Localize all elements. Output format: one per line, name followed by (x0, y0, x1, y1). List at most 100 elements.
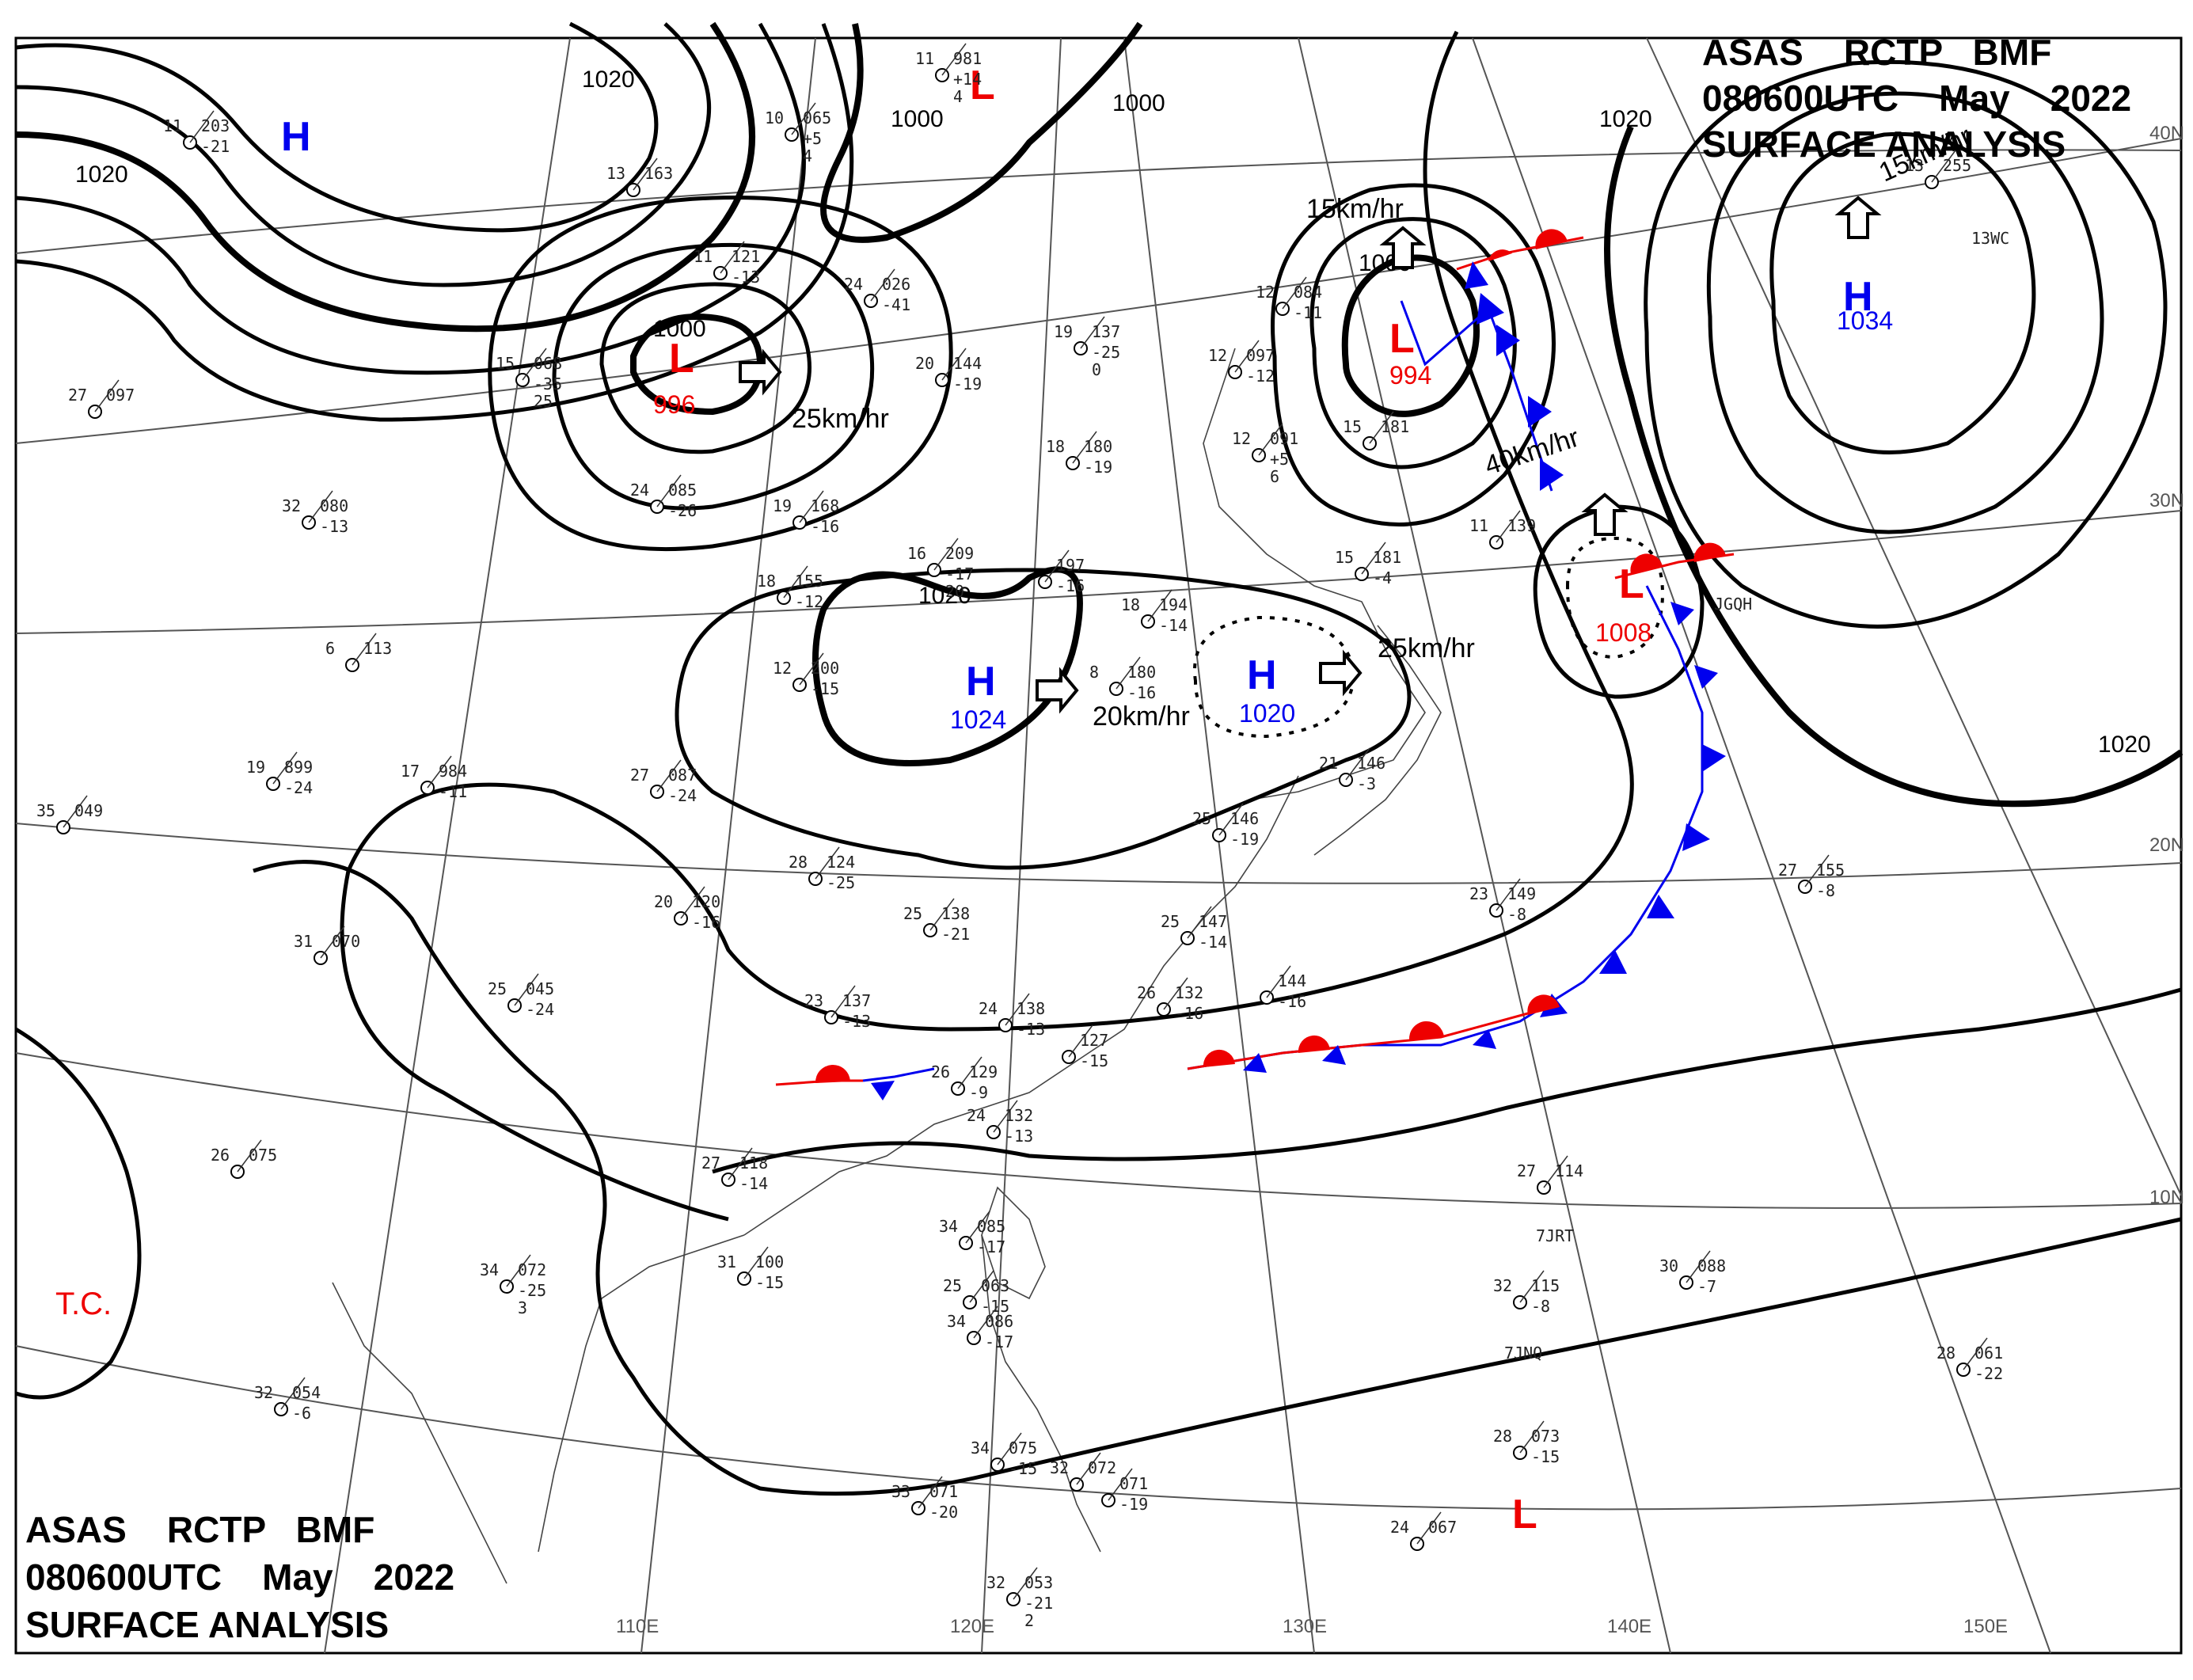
station-pressure: 120 (692, 892, 720, 911)
station-plot: 27 097 (68, 379, 135, 419)
front-tri-10 (1647, 895, 1674, 918)
arrow-pacific-high (1834, 196, 1882, 239)
station-plot: 32 054 -6 (254, 1377, 321, 1423)
lat-line-0 (15, 1345, 2182, 1511)
station-pressure: 068 (534, 354, 562, 373)
wind-barb (1218, 803, 1244, 836)
pressure-high-pacific: 1034 (1837, 306, 1893, 335)
station-temp: 28 (1493, 1427, 1512, 1446)
station-tendency: -9 (969, 1083, 988, 1102)
station-temp: 11 (163, 116, 182, 135)
lat-label-10n: 10N (2149, 1187, 2184, 1208)
station-pressure: 053 (1024, 1573, 1053, 1592)
station-tendency: -19 (1119, 1495, 1148, 1514)
lon-label-130e: 130E (1283, 1616, 1327, 1637)
station-pressure: 026 (882, 275, 910, 294)
isobar-994-inner (1341, 254, 1480, 417)
station-temp: 18 (757, 572, 776, 591)
isobar-1012-south (712, 987, 2182, 1174)
station-plot: 28 124-25 (789, 846, 855, 892)
station-pressure: 147 (1199, 912, 1227, 931)
station-plot: 11 139 (1469, 510, 1536, 549)
lon-line-100e (324, 37, 571, 1654)
wind-barb (308, 490, 333, 523)
station-temp: 11 (1469, 516, 1488, 535)
front-tri-16 (871, 1081, 895, 1100)
station-pressure: 132 (1005, 1106, 1033, 1125)
speed-japan-sea-low: 15km/hr (1306, 194, 1404, 224)
station-extra: 4 (803, 146, 812, 165)
wind-barb (352, 633, 377, 666)
wind-barb (94, 379, 120, 412)
wind-barb (720, 241, 745, 274)
header-top-line1: ASAS RCTP BMF (1702, 32, 2051, 73)
station-plot: 12 084-11 (1256, 276, 1322, 322)
station-tendency: -16 (692, 913, 720, 932)
station-plot: 18 155-12 (757, 565, 823, 611)
wind-barb (506, 1254, 531, 1287)
station-plot: 127-15 (1062, 1024, 1108, 1070)
station-temp: 15 (1343, 417, 1362, 436)
station-pressure: 114 (1555, 1161, 1583, 1180)
station-temp: 34 (939, 1217, 958, 1236)
station-temp: 24 (967, 1106, 986, 1125)
station-pressure: 100 (755, 1252, 784, 1271)
station-pressure: 149 (1507, 884, 1536, 903)
front-tri-15 (1243, 1053, 1267, 1073)
station-tendency: -35 (534, 374, 562, 393)
station-plot: 19 137 -250 (1054, 316, 1120, 379)
wind-barb (522, 348, 547, 381)
front-tri-11 (1599, 950, 1627, 974)
station-temp: 31 (294, 932, 313, 951)
tropical-cyclone-label: T.C. (55, 1287, 112, 1321)
wind-barb (514, 973, 539, 1006)
station-pressure: 127 (1080, 1031, 1108, 1050)
wind-barb (237, 1139, 262, 1173)
station-extra: 6 (1270, 467, 1279, 486)
system-low-japan-sea: L (1389, 316, 1415, 362)
station-temp: 24 (630, 481, 649, 500)
station-pressure: 080 (320, 496, 348, 515)
station-temp: 21 (1319, 754, 1338, 773)
wind-barb (633, 158, 658, 191)
isobar-tc (14, 1027, 142, 1400)
isobar-1028-ring (1706, 91, 2104, 534)
station-plot: 19 899-24 (246, 751, 313, 797)
front-tri-3 (1496, 325, 1520, 356)
wind-barb (870, 268, 895, 302)
lat-line-50n (15, 149, 2182, 254)
pressure-low-japan-sea: 994 (1389, 361, 1431, 390)
lon-line-150e (1472, 37, 2051, 1654)
station-plot: 33 071 -20 (891, 1476, 958, 1522)
station-plot: 144-16 (1260, 965, 1306, 1011)
station-plot: 8 180-16 (1089, 656, 1156, 702)
isobar-label-5: 1000 (653, 316, 706, 342)
coast-indochina (538, 1234, 745, 1553)
wind-barb (791, 102, 816, 135)
station-pressure: 063 (981, 1276, 1009, 1295)
station-plot: 26 129 -9 (931, 1056, 998, 1102)
wind-barb (933, 538, 959, 571)
isobar-3-thick (15, 21, 755, 333)
isobar-1004-ring (552, 242, 875, 511)
station-plot: 34 075-15 (971, 1432, 1037, 1478)
station-temp: 25 (488, 979, 507, 998)
station-plot: 25 063 -15 (943, 1270, 1009, 1316)
station-plot: 26 132 -16 (1137, 977, 1203, 1023)
station-tendency: -15 (1080, 1051, 1108, 1070)
front-tri-2 (1477, 293, 1504, 325)
station-plot: 25 045 -24 (488, 973, 554, 1019)
front-tri-14 (1322, 1045, 1346, 1065)
station-tendency: -11 (439, 782, 467, 801)
station-plot: 23 149 -8 (1469, 878, 1536, 924)
lat-label-20n: 20N (2149, 834, 2184, 856)
wind-barb (997, 1432, 1022, 1465)
graticule (15, 37, 2182, 1654)
arrow-mongolia-low (739, 348, 782, 396)
station-plot: 197-16 (1038, 549, 1085, 595)
station-temp: 32 (1493, 1276, 1512, 1295)
lat-label-40n: 40N (2149, 123, 2184, 144)
wind-barb (973, 1306, 998, 1339)
